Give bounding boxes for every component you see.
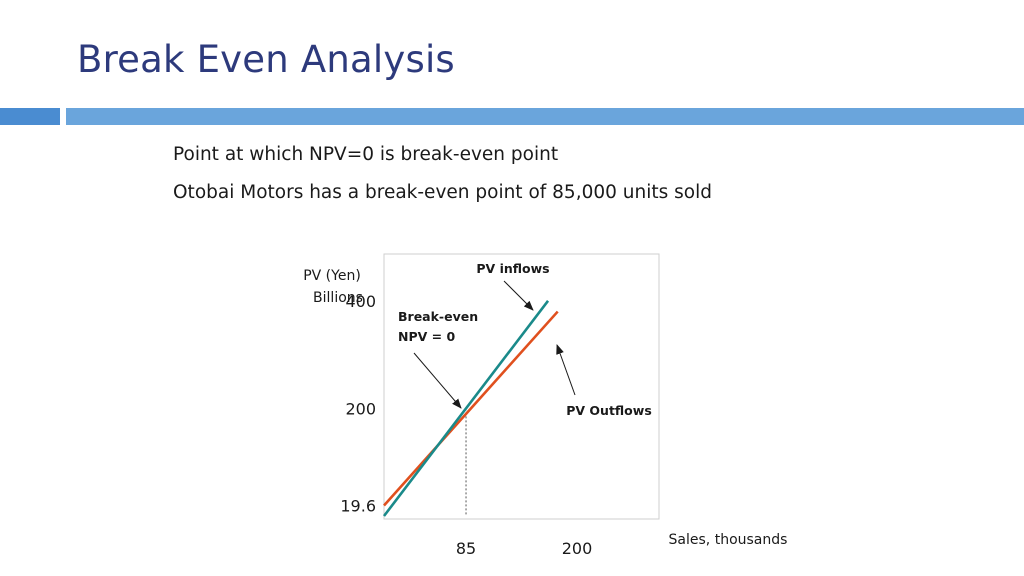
x-axis-label: Sales, thousands [669,532,788,548]
plot-frame [383,253,660,520]
breakeven-annotation-line1: Break-even [398,309,478,324]
pv-outflows-annotation: PV Outflows [566,403,652,418]
y-tick-label: 400 [345,292,376,311]
breakeven-annotation-line2: NPV = 0 [398,329,455,344]
pv-inflows-annotation: PV inflows [476,261,549,276]
breakeven-arrow [413,352,462,409]
bullet-text: Point at which NPV=0 is break-even point [173,144,559,165]
y-axis-label-unit: Billions [313,290,363,306]
slide-title: Break Even Analysis [77,38,455,81]
y-axis-label: PV (Yen) [303,268,361,284]
series-line-pv-outflows [383,310,559,507]
pv-inflows-arrow [503,280,534,311]
x-tick-label: 200 [562,539,593,558]
y-tick-label: 19.6 [340,496,376,515]
bullet-text: Otobai Motors has a break-even point of … [173,182,712,203]
title-rule [66,108,1024,125]
title-rule-accent [0,108,60,125]
series-line-pv-inflows [382,300,550,517]
pv-outflows-arrow [556,344,576,396]
x-tick-label: 85 [456,539,476,558]
y-tick-label: 200 [345,399,376,418]
